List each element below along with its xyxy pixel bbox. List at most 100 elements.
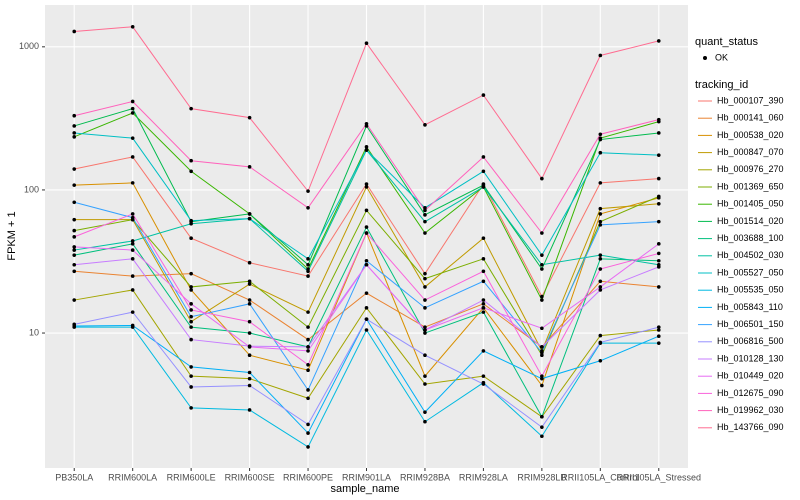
data-point: [540, 267, 544, 271]
legend-label: Hb_001514_020: [717, 216, 784, 226]
data-point: [481, 298, 486, 302]
data-point: [130, 99, 135, 104]
data-point: [189, 325, 193, 329]
data-point: [540, 353, 544, 358]
y-tick-label: 100: [24, 184, 39, 194]
data-point: [423, 231, 427, 235]
legend-label: Hb_004502_030: [717, 250, 784, 260]
data-point: [72, 131, 77, 135]
data-point: [423, 123, 427, 127]
data-point: [306, 396, 310, 401]
legend-label: Hb_000847_070: [717, 147, 784, 157]
legend-label: Hb_001369_650: [717, 181, 784, 191]
legend-label: Hb_019962_030: [717, 405, 784, 415]
data-point: [423, 306, 427, 310]
legend-label: Hb_005535_050: [717, 285, 784, 295]
data-point: [364, 148, 369, 152]
data-point: [423, 276, 427, 281]
data-point: [130, 310, 135, 314]
data-point: [656, 251, 661, 256]
data-point: [423, 410, 427, 414]
data-point: [306, 257, 310, 261]
data-point: [189, 169, 193, 174]
data-point: [364, 306, 369, 310]
data-point: [656, 341, 661, 345]
data-point: [481, 382, 486, 386]
data-point: [130, 242, 135, 246]
data-point: [423, 271, 427, 276]
data-point: [364, 41, 369, 46]
legend-label: Hb_000107_390: [717, 95, 784, 105]
data-point: [423, 206, 427, 210]
data-point: [130, 155, 135, 159]
data-point: [247, 331, 252, 335]
data-point: [423, 374, 427, 378]
data-point: [306, 189, 310, 193]
data-point: [364, 145, 369, 149]
data-point: [540, 434, 544, 439]
data-point: [656, 334, 661, 339]
y-tick-label: 10: [29, 327, 39, 337]
data-point: [598, 279, 603, 284]
data-point: [72, 124, 77, 128]
data-point: [364, 182, 369, 186]
data-point: [72, 245, 77, 249]
data-point: [189, 319, 193, 324]
data-point: [247, 370, 252, 375]
data-point: [189, 406, 193, 410]
data-point: [306, 345, 310, 349]
data-point: [130, 239, 135, 243]
data-point: [247, 298, 252, 302]
data-point: [540, 176, 544, 181]
data-point: [540, 326, 544, 331]
data-point: [130, 106, 135, 111]
data-point: [423, 331, 427, 335]
data-point: [364, 208, 369, 213]
data-point: [72, 322, 77, 327]
data-point: [656, 117, 661, 122]
data-point: [189, 106, 193, 111]
data-point: [306, 325, 310, 329]
data-point: [247, 282, 252, 286]
data-point: [306, 445, 310, 449]
data-point: [598, 212, 603, 216]
data-point: [598, 253, 603, 257]
data-point: [306, 269, 310, 274]
data-point: [364, 328, 369, 332]
data-point: [540, 253, 544, 257]
data-point: [540, 425, 544, 429]
data-point: [72, 298, 77, 302]
data-point: [481, 310, 486, 314]
data-point: [189, 337, 193, 342]
data-point: [189, 308, 193, 312]
data-point: [247, 212, 252, 216]
data-point: [656, 39, 661, 43]
data-point: [364, 262, 369, 267]
data-point: [130, 248, 135, 252]
data-point: [598, 137, 603, 142]
data-point: [481, 374, 486, 378]
data-point: [540, 231, 544, 235]
data-point: [481, 155, 486, 159]
data-point: [598, 206, 603, 211]
data-point: [481, 257, 486, 261]
data-point: [423, 328, 427, 332]
data-point: [481, 302, 486, 306]
data-point: [540, 294, 544, 299]
x-tick-label: RRII105LA_Stressed: [616, 472, 701, 482]
data-point: [656, 194, 661, 199]
data-point: [189, 374, 193, 378]
data-point: [72, 135, 77, 139]
data-point: [72, 167, 77, 171]
data-point: [656, 265, 661, 269]
data-point: [481, 169, 486, 174]
data-point: [540, 383, 544, 388]
data-point: [423, 382, 427, 386]
data-point: [423, 219, 427, 224]
data-point: [247, 383, 252, 388]
x-tick-label: RRIM901LA: [342, 472, 391, 482]
data-point: [189, 218, 193, 223]
data-point: [72, 228, 77, 233]
x-tick-label: RRIM928BA: [400, 472, 450, 482]
